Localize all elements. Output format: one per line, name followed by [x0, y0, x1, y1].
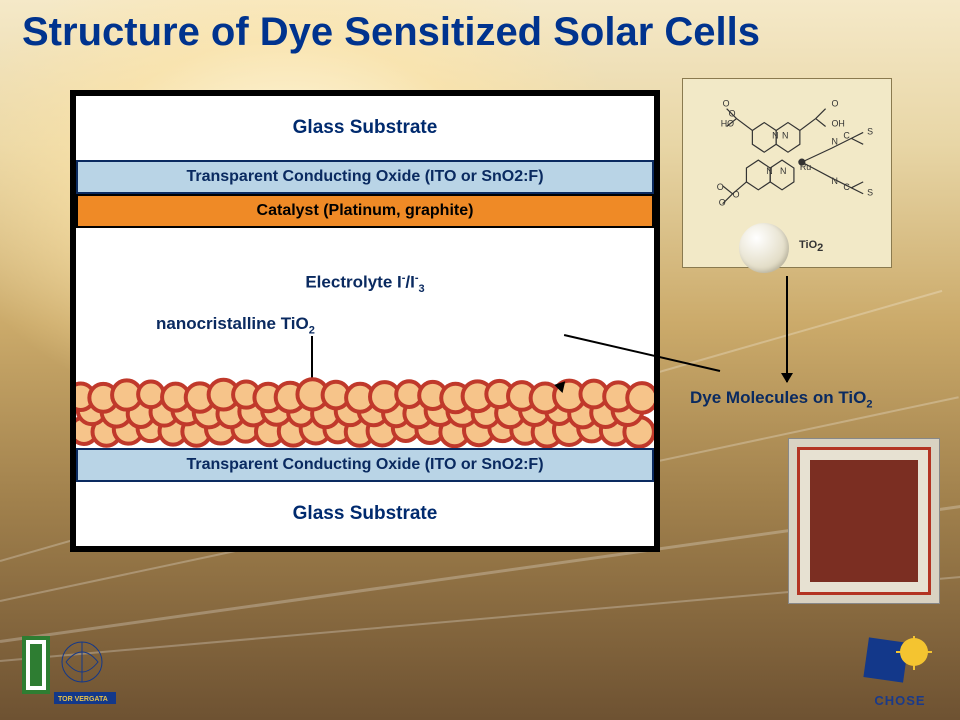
tco-top-chem: SnO2:F — [481, 168, 538, 185]
tco-top-prefix: Transparent Conducting Oxide (ITO or — [186, 168, 481, 185]
svg-text:N: N — [772, 130, 778, 140]
chose-logo-text: CHOSE — [858, 693, 942, 708]
tco-bot-chem: SnO2:F — [481, 456, 538, 473]
nanocrystalline-label: nanocristalline TiO2 — [156, 314, 315, 336]
university-logo: TOR VERGATA — [22, 636, 118, 706]
electrolyte-label: Electrolyte I-/I-3 — [76, 272, 654, 295]
layer-glass-top: Glass Substrate — [76, 96, 654, 160]
dye-label-sub: 2 — [866, 398, 872, 410]
dye-molecule-diagram: OOOHHOOONNNNRuNCSNCSOO TiO2 — [682, 78, 892, 268]
nano-sub: 2 — [309, 324, 315, 336]
nano-prefix: nanocristalline TiO — [156, 314, 309, 333]
svg-text:N: N — [780, 166, 786, 176]
electrolyte-sub3: 3 — [419, 283, 425, 295]
svg-text:C: C — [843, 182, 850, 192]
svg-text:S: S — [867, 126, 873, 136]
chose-logo: CHOSE — [858, 636, 942, 706]
layer-electrolyte: Electrolyte I-/I-3 nanocristalline TiO2 — [76, 228, 654, 448]
svg-text:C: C — [843, 130, 850, 140]
tio2-label-sub: 2 — [817, 242, 823, 254]
dye-label-prefix: Dye Molecules on TiO — [690, 388, 866, 407]
tio2-sphere-label: TiO2 — [799, 239, 823, 254]
slide: Structure of Dye Sensitized Solar Cells … — [0, 0, 960, 720]
electrolyte-mid: /I — [405, 273, 414, 292]
page-title: Structure of Dye Sensitized Solar Cells — [22, 10, 760, 55]
svg-text:N: N — [832, 136, 838, 146]
tio2-sphere-icon — [739, 223, 789, 273]
layer-glass-bottom: Glass Substrate — [76, 482, 654, 546]
svg-text:N: N — [832, 176, 838, 186]
layer-tco-bottom: Transparent Conducting Oxide (ITO or SnO… — [76, 448, 654, 482]
svg-text:S: S — [867, 188, 873, 198]
svg-text:HO: HO — [721, 118, 734, 128]
photo-active-area — [810, 460, 918, 582]
svg-text:O: O — [719, 198, 726, 208]
svg-text:TOR VERGATA: TOR VERGATA — [58, 696, 108, 703]
arrow-molecule-to-label — [786, 276, 788, 382]
tco-bot-suffix: ) — [538, 456, 543, 473]
layer-tco-top: Transparent Conducting Oxide (ITO or SnO… — [76, 160, 654, 194]
svg-text:Ru: Ru — [800, 162, 811, 172]
dye-molecules-label: Dye Molecules on TiO2 — [690, 388, 872, 410]
electrolyte-prefix: Electrolyte I — [305, 273, 401, 292]
tco-top-suffix: ) — [538, 168, 543, 185]
particle-bed — [76, 370, 654, 448]
svg-text:N: N — [782, 130, 788, 140]
tco-top-text: Transparent Conducting Oxide (ITO or SnO… — [186, 168, 543, 186]
tco-bot-prefix: Transparent Conducting Oxide (ITO or — [186, 456, 481, 473]
svg-text:O: O — [733, 190, 740, 200]
sample-photo — [788, 438, 940, 604]
photo-frame — [797, 447, 931, 595]
svg-text:O: O — [723, 99, 730, 109]
svg-text:O: O — [729, 109, 736, 119]
svg-text:O: O — [832, 99, 839, 109]
cell-stack: Glass Substrate Transparent Conducting O… — [70, 90, 660, 552]
layer-catalyst: Catalyst (Platinum, graphite) — [76, 194, 654, 228]
svg-text:OH: OH — [832, 118, 845, 128]
tco-bot-text: Transparent Conducting Oxide (ITO or SnO… — [186, 456, 543, 474]
tio2-label-text: TiO — [799, 239, 817, 251]
svg-text:O: O — [717, 182, 724, 192]
svg-text:N: N — [766, 166, 772, 176]
